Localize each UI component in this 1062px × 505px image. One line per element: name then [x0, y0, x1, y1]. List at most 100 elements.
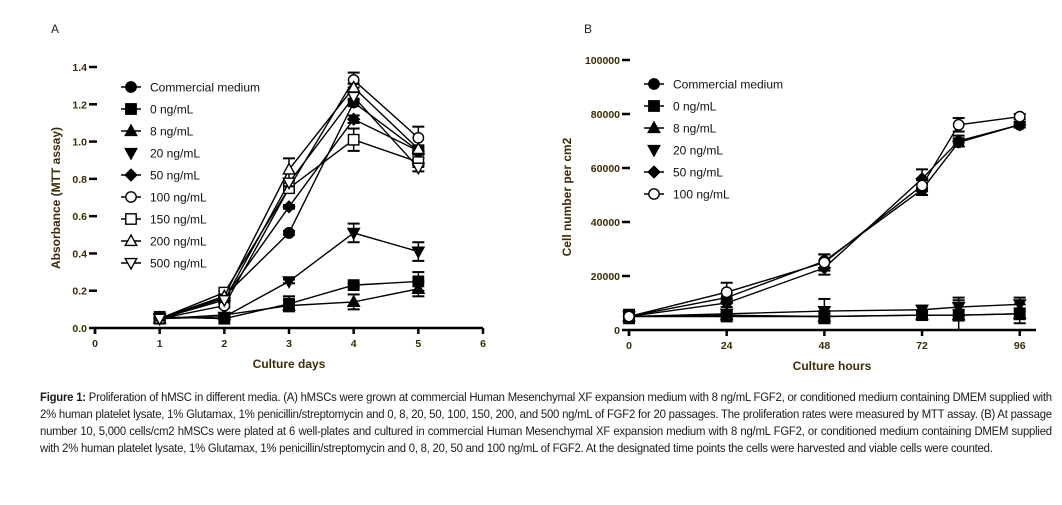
data-point	[282, 200, 296, 214]
legend-marker	[647, 144, 661, 158]
y-tick-label: 0	[614, 325, 620, 337]
legend-marker	[648, 78, 660, 90]
y-tick-label: 1.4	[72, 62, 87, 74]
data-point	[951, 134, 966, 148]
data-point	[411, 281, 426, 294]
caption-text: Proliferation of hMSC in different media…	[40, 390, 1052, 455]
y-tick-label: 0.8	[72, 174, 87, 186]
data-point	[282, 177, 296, 191]
series-line	[628, 303, 1020, 318]
legend-label: 20 ng/mL	[150, 147, 200, 161]
series-100-ng-ml	[623, 110, 1026, 323]
data-point	[1013, 118, 1027, 132]
data-point	[1013, 110, 1026, 123]
y-axis-title: Cell number per cm2	[560, 137, 574, 256]
x-tick-label: 6	[480, 338, 486, 350]
y-tick-label: 1.0	[72, 137, 87, 149]
legend-item: 0 ng/mL	[644, 100, 717, 114]
legend-marker	[648, 100, 660, 112]
panel-label-b: B	[584, 22, 593, 36]
legend-marker	[125, 191, 137, 203]
data-point	[347, 279, 360, 292]
data-point	[346, 227, 361, 241]
legend-label: 0 ng/mL	[150, 103, 194, 117]
x-tick-label: 4	[351, 338, 357, 350]
caption-label: Figure 1:	[40, 390, 86, 404]
x-tick-label: 96	[1014, 340, 1026, 352]
data-point	[1012, 306, 1027, 319]
x-tick-label: 2	[221, 338, 227, 350]
data-point	[346, 112, 361, 126]
y-tick-label: 0.4	[72, 248, 87, 260]
legend-label: Commercial medium	[150, 81, 260, 95]
series-line	[628, 116, 1020, 318]
legend-label: 500 ng/mL	[150, 257, 207, 271]
chart-a-absorbance: 0.0 0.2 0.4 0.6 0.8 1.0 1.2 1.4 0 1 2 3 4 5 6 Culture d…	[49, 62, 486, 371]
y-tick-label: 60000	[591, 163, 620, 175]
y-tick-label: 1.2	[72, 99, 87, 111]
x-tick-label: 48	[819, 340, 831, 352]
legend-item: 20 ng/mL	[124, 147, 200, 161]
y-tick-label: 80000	[591, 109, 620, 121]
chart-b-cell-number: 0 20000 40000 60000 80000 100000 0 24 48 72 96 Cult…	[560, 55, 1036, 373]
legend-item: 500 ng/mL	[121, 257, 207, 271]
y-tick-label: 20000	[591, 271, 620, 283]
legend-item: 8 ng/mL	[644, 120, 717, 136]
legend-item: Commercial medium	[644, 78, 783, 92]
series-line	[628, 313, 1020, 318]
legend-label: Commercial medium	[673, 78, 783, 92]
legend-label: 150 ng/mL	[150, 213, 207, 227]
legend-marker	[124, 147, 138, 161]
legend-label: 8 ng/mL	[150, 125, 194, 139]
x-tick-label: 24	[721, 340, 733, 352]
data-point	[217, 311, 232, 325]
data-point	[346, 294, 361, 308]
legend-label: 50 ng/mL	[673, 166, 723, 180]
data-point	[952, 118, 965, 131]
series-line	[628, 124, 1020, 318]
legend-item: Commercial medium	[121, 81, 260, 95]
data-point	[152, 313, 167, 327]
data-point	[282, 276, 296, 289]
legend-item: 8 ng/mL	[121, 123, 194, 139]
legend-marker	[124, 123, 138, 137]
legend-label: 200 ng/mL	[150, 235, 207, 249]
legend-item: 0 ng/mL	[121, 103, 194, 117]
y-axis-title: Absorbance (MTT assay)	[49, 127, 63, 269]
data-point	[411, 141, 426, 155]
y-tick-label: 40000	[591, 217, 620, 229]
data-point	[818, 256, 831, 269]
legend-label: 100 ng/mL	[150, 191, 207, 205]
legend-item: 20 ng/mL	[647, 144, 723, 158]
legend-marker	[125, 81, 137, 93]
series-20-ng-ml	[622, 296, 1027, 325]
legend-marker	[648, 188, 660, 200]
data-point	[951, 301, 966, 315]
data-point	[1012, 299, 1027, 312]
y-tick-label: 0.2	[72, 286, 87, 298]
data-point	[283, 227, 295, 239]
data-point	[282, 298, 296, 311]
data-point	[347, 133, 360, 146]
legend-label: 0 ng/mL	[673, 100, 717, 114]
legend-label: 50 ng/mL	[150, 169, 200, 183]
legend-marker	[124, 168, 138, 182]
panel-label-a: A	[51, 22, 60, 36]
x-tick-label: 72	[916, 340, 928, 352]
x-axis-title: Culture days	[253, 357, 326, 371]
data-point	[411, 162, 426, 176]
x-tick-label: 5	[415, 338, 421, 350]
data-point	[346, 91, 361, 105]
legend-marker	[125, 213, 137, 225]
data-point	[817, 305, 832, 319]
legend-item: 100 ng/mL	[644, 188, 730, 202]
legend-item: 150 ng/mL	[121, 213, 207, 227]
x-tick-label: 1	[157, 338, 163, 350]
legend-marker	[647, 120, 661, 134]
legend-marker	[647, 165, 661, 179]
legend-marker	[124, 233, 138, 247]
data-point	[623, 310, 635, 323]
legend-label: 100 ng/mL	[673, 188, 730, 202]
x-tick-label: 0	[626, 340, 632, 352]
legend-marker	[124, 257, 138, 271]
